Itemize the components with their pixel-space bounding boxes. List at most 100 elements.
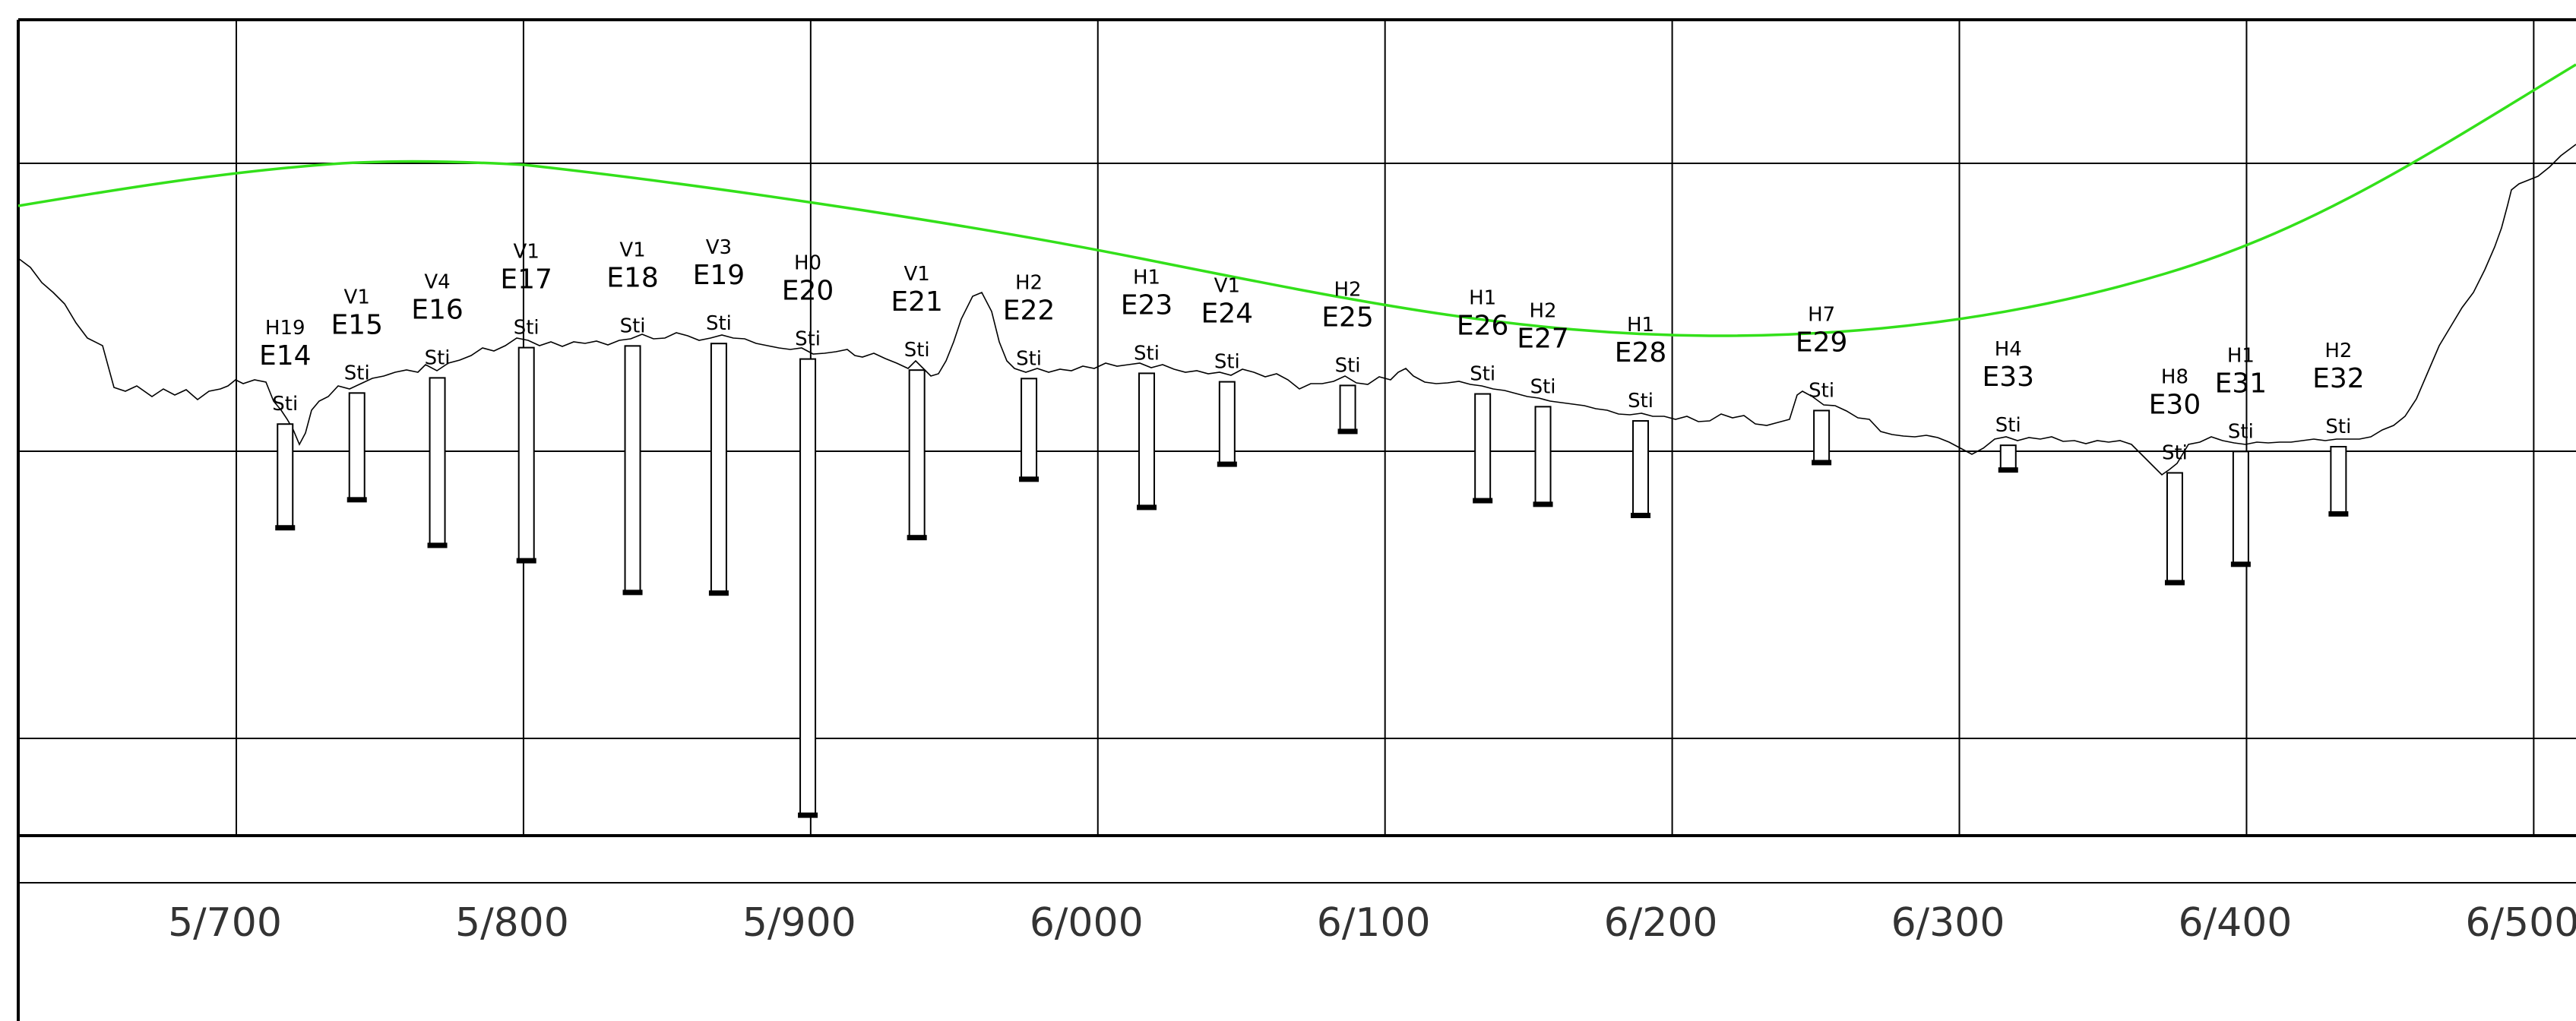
borehole-id-label: E25	[1321, 302, 1374, 333]
chainage-label: 6/400	[2179, 900, 2293, 946]
borehole-base-marker	[907, 535, 927, 541]
borehole-id-label: E17	[500, 264, 552, 296]
borehole-column	[799, 358, 817, 816]
borehole-layer-label: Sti	[1016, 347, 1042, 370]
borehole-layer-label: Sti	[1214, 351, 1240, 374]
borehole-class-label: V1	[904, 263, 930, 286]
borehole-layer-label: Sti	[2162, 441, 2188, 464]
borehole-id-label: E27	[1517, 323, 1569, 354]
profile-grid	[18, 163, 2576, 883]
borehole-column	[2232, 450, 2249, 565]
borehole-id-label: E15	[331, 309, 383, 340]
borehole-id-label: E29	[1796, 327, 1848, 358]
borehole-layer-label: Sti	[1134, 342, 1160, 365]
borehole-base-marker	[708, 590, 729, 596]
borehole-column	[1813, 409, 1831, 463]
borehole-id-label: E30	[2149, 389, 2201, 420]
borehole-id-label: E20	[782, 276, 834, 307]
borehole-column	[1632, 420, 1650, 517]
borehole-class-label: V1	[1214, 275, 1240, 298]
borehole-class-label: H2	[1015, 271, 1043, 294]
borehole-layer-label: Sti	[2325, 416, 2351, 438]
borehole-base-marker	[2164, 580, 2185, 586]
borehole-id-label: E21	[891, 286, 943, 318]
borehole-id-label: E32	[2312, 363, 2365, 394]
borehole-class-label: H8	[2161, 365, 2188, 388]
borehole-base-marker	[1631, 513, 1651, 519]
borehole-class-label: H1	[2227, 344, 2255, 367]
borehole-base-marker	[1473, 498, 1493, 504]
borehole-base-marker	[1019, 476, 1040, 482]
borehole-layer-label: Sti	[620, 315, 646, 337]
borehole-class-label: H1	[1133, 266, 1160, 289]
borehole-column	[908, 369, 926, 539]
borehole-id-label: E22	[1003, 295, 1055, 326]
borehole-layer-label: Sti	[795, 328, 821, 351]
borehole-class-label: H1	[1469, 287, 1496, 310]
borehole-base-marker	[622, 590, 643, 596]
borehole-id-label: E26	[1457, 311, 1509, 342]
borehole-class-label: V1	[344, 286, 370, 308]
borehole-class-label: H1	[1627, 314, 1654, 337]
chainage-label: 5/700	[168, 900, 282, 946]
borehole-id-label: E14	[259, 340, 312, 371]
borehole-base-marker	[2328, 511, 2349, 517]
borehole-layer-label: Sti	[425, 346, 451, 369]
borehole-base-marker	[1812, 460, 1832, 466]
borehole-id-label: E24	[1201, 299, 1254, 330]
borehole-base-marker	[347, 497, 367, 503]
borehole-class-label: V4	[424, 270, 450, 293]
borehole-base-marker	[798, 812, 818, 818]
borehole-column	[1474, 393, 1492, 501]
borehole-base-marker	[516, 558, 536, 564]
borehole-class-label: V1	[619, 239, 645, 261]
borehole-base-marker	[275, 525, 296, 531]
borehole-column	[1339, 384, 1356, 432]
borehole-layer-label: Sti	[1995, 414, 2021, 437]
borehole-column	[2330, 446, 2347, 514]
borehole-base-marker	[1533, 501, 1553, 507]
chainage-grid-lines	[236, 20, 2535, 836]
borehole-layer-label: Sti	[2228, 420, 2254, 443]
borehole-class-label: H0	[794, 252, 821, 275]
borehole-column	[348, 392, 366, 501]
borehole-layer-label: Sti	[1628, 390, 1654, 413]
design-grade-line	[17, 63, 2576, 337]
borehole-class-label: H19	[265, 317, 305, 340]
chainage-label: 6/300	[1891, 900, 2005, 946]
borehole-class-label: V3	[706, 236, 732, 259]
chainage-label: 6/100	[1317, 900, 1431, 946]
borehole-base-marker	[1998, 467, 2018, 473]
borehole-column	[1138, 372, 1156, 508]
chainage-axis: 5/700 5/800 5/900 6/000 6/100 6/200 6/300 6/400…	[168, 900, 2576, 946]
borehole-id-label: E28	[1615, 337, 1667, 368]
borehole-class-label: H4	[1995, 338, 2022, 361]
borehole-class-label: H2	[1334, 278, 1362, 301]
borehole-column	[624, 345, 641, 593]
borehole-id-label: E23	[1121, 289, 1173, 321]
borehole-layer-label: Sti	[344, 362, 370, 384]
borehole-column	[1218, 381, 1236, 465]
borehole-base-marker	[427, 542, 448, 548]
borehole-id-label: E18	[606, 262, 659, 293]
borehole-layer-label: Sti	[1530, 375, 1556, 398]
borehole-layer-label: Sti	[904, 339, 930, 362]
borehole-id-label: E33	[1982, 362, 2034, 393]
chainage-label: 6/500	[2465, 900, 2576, 946]
borehole-layer-label: Sti	[706, 312, 732, 335]
borehole-class-label: H7	[1808, 303, 1835, 326]
drawing-frame	[17, 18, 2576, 1021]
